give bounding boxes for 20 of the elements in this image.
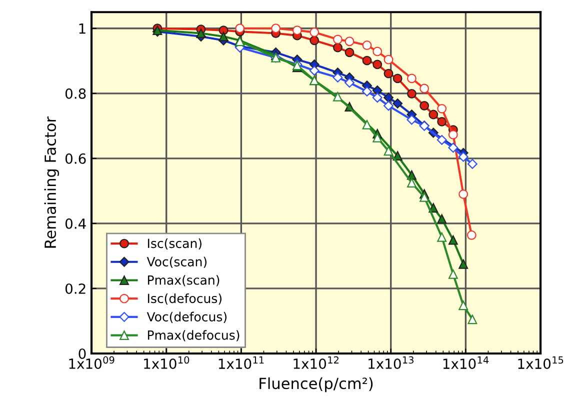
y-tick-label: 0.6 <box>65 153 86 164</box>
x-tick-label: 1x10$^{15}$ <box>518 356 564 370</box>
y-tick-label: 0.8 <box>65 88 86 99</box>
x-axis-title: Fluence(p/cm²) <box>260 377 373 392</box>
legend-label: Voc(defocus) <box>146 312 227 323</box>
y-tick-label: 0.4 <box>65 218 86 229</box>
y-tick-label: 0 <box>78 348 86 359</box>
y-axis-title: Remaining Factor <box>44 116 60 248</box>
y-tick-label: 0.2 <box>65 283 86 294</box>
legend-label: Isc(defocus) <box>148 293 222 305</box>
legend-label: Pmax(defocus) <box>148 330 240 342</box>
x-tick-label: 1x10$^{14}$ <box>443 356 489 370</box>
legend-label: Pmax(scan) <box>148 275 220 286</box>
x-tick-label: 1x10$^{13}$ <box>368 356 414 370</box>
legend-label: Isc(scan) <box>148 238 202 250</box>
x-tick-label: 1x10$^{11}$ <box>218 356 264 370</box>
x-tick-label: 1x10$^{12}$ <box>294 356 338 370</box>
x-tick-label: 1x10$^{10}$ <box>144 356 190 370</box>
y-tick-label: 1 <box>79 24 86 34</box>
legend-label: Voc(scan) <box>146 256 206 268</box>
